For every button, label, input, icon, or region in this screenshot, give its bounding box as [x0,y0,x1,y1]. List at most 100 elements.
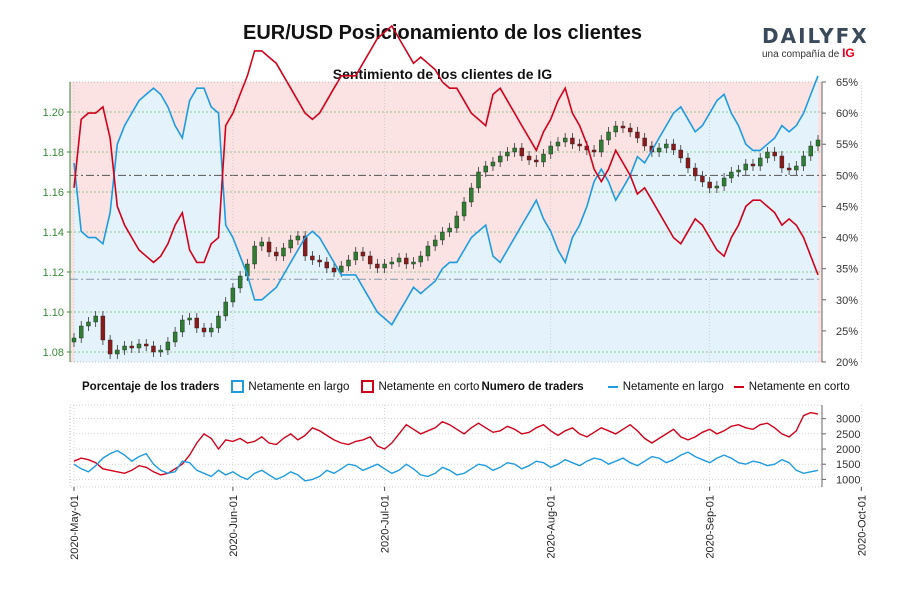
candle-body [555,141,561,147]
candle-body [743,163,748,171]
short-count-line [73,411,819,476]
candle-body [750,163,756,167]
logo-wordmark: DAILYFX [762,24,869,48]
count-tick-label: 1500 [836,459,860,471]
candle-body [794,165,799,171]
candle-body [237,275,243,289]
candle-body [526,155,532,161]
candle-body [562,137,568,143]
count-tick-label: 2000 [836,444,860,456]
candle-body [642,137,647,147]
legend-num-long: Netamente en largo [598,381,724,393]
candle-body [815,139,821,147]
candle-body [497,155,503,163]
candle-body [396,257,402,263]
legend-pct-title: Porcentaje de los traders [82,380,220,393]
candle-body [223,301,228,317]
dailyfx-logo: DAILYFX una compañía de IG [762,24,872,60]
date-tick-label: 2020-Jul-01 [380,495,392,553]
candle-body [613,125,618,133]
candle-body [570,137,575,145]
date-tick-label: 2020-Aug-01 [546,495,558,559]
candle-body [310,255,315,261]
logo-tagline-text: una compañía de [762,49,840,60]
pct-tick-label: 25% [836,326,858,338]
candle-body [194,317,199,329]
candle-body [274,251,279,257]
candle-body [490,161,496,167]
candle-body [259,241,265,247]
candle-body [418,255,423,263]
candle-body [432,239,438,247]
short-percent-line [73,24,819,276]
candle-body [685,157,691,169]
logo-tagline: una compañía de IG [762,46,872,60]
candle-body [736,169,741,173]
legend-num-title: Numero de traders [481,380,584,393]
candle-body [700,175,705,183]
candle-body [100,315,106,341]
candle-body [664,143,669,149]
candle-body [671,143,676,151]
candle-body [353,251,358,261]
candle-body [288,239,293,249]
candle-body [461,201,467,217]
candle-body [729,171,734,179]
candle-body [447,227,452,233]
candle-body [779,155,785,169]
pct-tick-label: 40% [836,233,858,245]
candle-body [505,151,510,157]
candle-body [808,145,813,157]
price-tick-label: 1.10 [43,307,64,319]
candle-body [721,177,727,187]
candle-body [606,131,611,141]
pct-tick-label: 35% [836,264,858,276]
candle-body [151,345,156,353]
candle-body [339,265,344,273]
candle-body [79,325,84,339]
legend-short-line-icon [733,385,744,388]
candle-body [317,259,322,263]
candle-body [772,151,777,157]
candle-body [786,167,792,171]
candle-body [411,261,416,265]
candle-body [801,155,806,167]
candle-body [129,345,134,349]
pct-tick-label: 20% [836,357,858,369]
candle-body [86,321,91,327]
candle-body [599,139,604,153]
candle-body [534,159,539,163]
date-tick-label: 2020-Sep-01 [705,495,717,559]
candle-body [281,247,286,257]
chart-subtitle: Sentimiento de los clientes de IG [332,66,553,82]
price-tick-label: 1.20 [43,107,64,119]
legend-pct-long-label: Netamente en largo [248,380,350,393]
legend-pct-long: Netamente en largo [219,380,349,393]
date-tick-label: 2020-Jun-01 [228,495,240,557]
long-count-line [73,449,819,482]
candle-body [656,147,662,153]
candle-body [577,143,582,147]
price-tick-label: 1.08 [43,347,64,359]
count-tick-label: 2500 [836,429,860,441]
candle-body [302,235,308,257]
candle-body [541,153,546,163]
legend-short-box-icon [361,380,375,393]
candle-body [483,165,488,173]
candle-body [635,131,640,139]
candle-body [476,171,481,189]
legend-long-box-icon [231,380,245,393]
candle-body [252,245,257,265]
candle-body [693,167,698,177]
candle-body [266,241,272,253]
candle-body [136,343,142,349]
candle-body [758,157,763,167]
legend-long-line-icon [607,385,618,388]
candle-body [172,331,178,343]
candle-body [295,235,301,241]
pct-tick-label: 55% [836,139,858,151]
candle-body [519,147,525,157]
candle-body [346,259,351,267]
candle-body [620,125,626,129]
